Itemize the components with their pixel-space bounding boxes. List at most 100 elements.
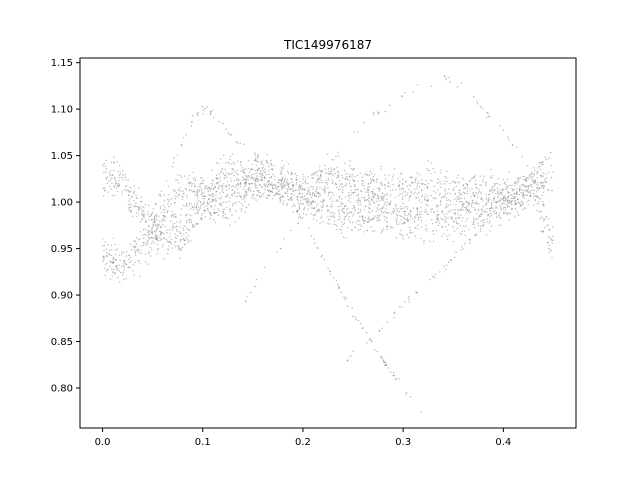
data-point (159, 230, 161, 233)
data-point (416, 214, 419, 216)
data-point (386, 204, 388, 206)
data-point (319, 222, 321, 224)
data-point (289, 182, 291, 184)
data-point (110, 188, 112, 190)
data-point (321, 254, 323, 257)
y-tick-label: 0.85 (51, 337, 73, 348)
data-point (389, 104, 391, 106)
data-point (225, 201, 227, 203)
data-point (475, 183, 477, 185)
data-point (188, 221, 191, 223)
data-point (537, 196, 539, 199)
data-point (522, 184, 525, 186)
data-point (312, 186, 314, 188)
data-point (242, 170, 244, 172)
data-point (514, 203, 516, 206)
data-point (116, 264, 118, 267)
data-point (193, 191, 195, 193)
data-point (367, 183, 369, 185)
data-point (193, 183, 195, 185)
data-point (421, 195, 423, 197)
data-point (194, 226, 196, 228)
data-point (129, 191, 131, 193)
data-point (536, 203, 539, 205)
data-point (212, 200, 215, 202)
data-point (190, 181, 192, 184)
data-point (461, 207, 463, 209)
data-point (395, 378, 398, 380)
data-point (331, 206, 333, 208)
data-point (163, 211, 166, 213)
data-point (227, 132, 230, 134)
data-point (148, 251, 150, 253)
data-point (178, 246, 180, 248)
data-point (194, 185, 196, 187)
data-point (319, 194, 321, 196)
data-point (455, 251, 457, 254)
data-point (271, 187, 274, 189)
data-point (197, 114, 199, 117)
data-point (394, 210, 396, 212)
data-point (439, 172, 442, 174)
data-point (185, 225, 187, 227)
data-point (112, 237, 115, 239)
data-point (292, 211, 294, 214)
data-point (459, 208, 462, 211)
data-point (404, 195, 406, 197)
data-point (240, 161, 242, 163)
data-point (101, 260, 104, 263)
data-point (114, 185, 116, 187)
data-point (418, 186, 421, 188)
data-point (320, 175, 322, 177)
data-point (374, 193, 376, 195)
data-point (483, 219, 485, 221)
data-point (424, 198, 426, 200)
data-point (525, 189, 527, 191)
data-point (268, 189, 270, 191)
data-point (517, 198, 519, 201)
data-point (463, 178, 465, 180)
data-point (218, 203, 221, 206)
data-point (182, 204, 185, 207)
data-point (506, 212, 508, 214)
data-point (265, 161, 268, 163)
data-point (201, 177, 203, 179)
data-point (188, 202, 190, 204)
data-point (425, 211, 428, 213)
data-point (281, 178, 284, 180)
data-point (354, 189, 356, 191)
data-point (322, 201, 324, 203)
data-point (320, 179, 323, 181)
data-point (368, 186, 371, 188)
data-point (228, 173, 230, 176)
data-point (420, 213, 422, 215)
data-point (500, 224, 502, 226)
data-point (209, 218, 211, 220)
data-point (416, 183, 419, 185)
data-point (137, 206, 140, 208)
data-point (268, 194, 270, 197)
data-point (137, 209, 139, 212)
data-point (542, 186, 544, 189)
data-point (283, 186, 286, 188)
data-point (254, 285, 256, 288)
data-point (202, 113, 204, 115)
data-point (254, 183, 256, 185)
data-point (332, 181, 334, 183)
data-point (510, 202, 512, 204)
data-point (236, 192, 238, 194)
data-point (149, 215, 151, 218)
data-point (173, 222, 176, 225)
data-points (101, 75, 554, 413)
data-point (466, 209, 469, 211)
data-point (233, 191, 236, 193)
data-point (531, 178, 533, 180)
data-point (311, 177, 313, 179)
data-point (396, 209, 398, 211)
data-point (307, 191, 309, 193)
data-point (248, 182, 250, 185)
data-point (324, 188, 327, 190)
data-point (381, 196, 383, 199)
data-point (296, 196, 299, 198)
data-point (218, 210, 220, 212)
